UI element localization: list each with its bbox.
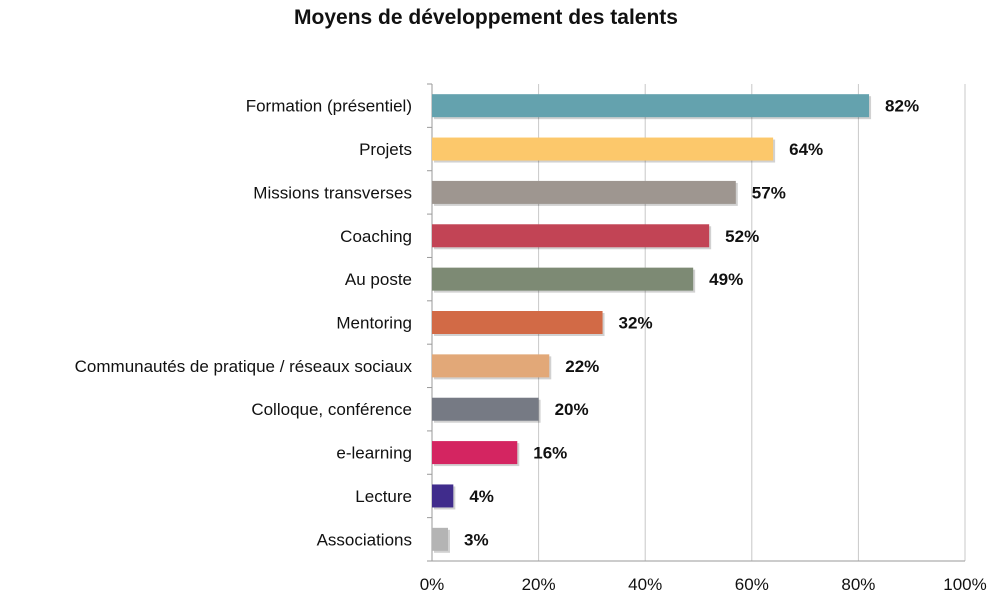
category-label: Missions transverses: [253, 183, 412, 202]
category-label: Communautés de pratique / réseaux sociau…: [75, 357, 413, 376]
bar-9: [432, 484, 454, 508]
data-label: 57%: [752, 183, 786, 202]
bar-6: [432, 354, 550, 378]
bar-0: [432, 94, 870, 118]
data-label: 49%: [709, 270, 743, 289]
bar-1: [432, 137, 774, 161]
bar-2: [432, 180, 736, 204]
category-label: e-learning: [336, 444, 412, 463]
category-label: Mentoring: [336, 314, 412, 333]
bars: [432, 94, 872, 553]
tick-label: 80%: [841, 575, 875, 594]
chart-title: Moyens de développement des talents: [294, 6, 678, 29]
data-label: 32%: [619, 314, 653, 333]
category-label: Coaching: [340, 227, 412, 246]
data-label: 64%: [789, 140, 823, 159]
bar-7: [432, 397, 539, 421]
data-label: 4%: [469, 487, 494, 506]
tick-label: 0%: [420, 575, 445, 594]
category-label: Lecture: [355, 487, 412, 506]
tick-label: 100%: [943, 575, 986, 594]
x-axis-ticks: 0% 20% 40% 60% 80% 100%: [420, 575, 987, 594]
data-label: 52%: [725, 227, 759, 246]
category-label: Projets: [359, 140, 412, 159]
tick-label: 40%: [628, 575, 662, 594]
value-labels: 82% 64% 57% 52% 49% 32% 22% 20% 16% 4% 3%: [464, 97, 919, 550]
data-label: 16%: [533, 444, 567, 463]
data-label: 82%: [885, 97, 919, 116]
data-label: 22%: [565, 357, 599, 376]
data-label: 3%: [464, 530, 489, 549]
bar-5: [432, 311, 603, 334]
bar-4: [432, 267, 694, 291]
category-label: Formation (présentiel): [246, 97, 412, 116]
bar-3: [432, 224, 710, 248]
tick-label: 60%: [735, 575, 769, 594]
bar-8: [432, 441, 518, 465]
category-labels: Formation (présentiel) Projets Missions tr…: [75, 97, 413, 550]
category-label: Colloque, conférence: [251, 400, 412, 419]
category-label: Associations: [317, 530, 412, 549]
data-label: 20%: [555, 400, 589, 419]
tick-label: 20%: [522, 575, 556, 594]
bar-10: [432, 527, 448, 551]
category-label: Au poste: [345, 270, 412, 289]
